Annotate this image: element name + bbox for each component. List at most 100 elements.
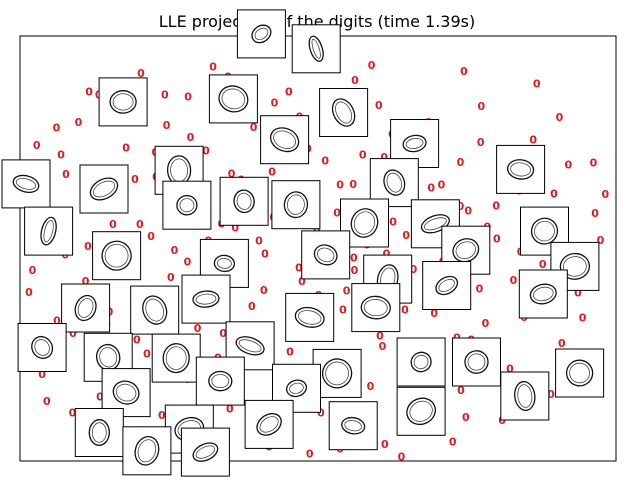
data-point: 0	[380, 151, 388, 164]
thumbnail-frame	[520, 206, 569, 256]
data-point: 0	[460, 65, 468, 78]
digit-stroke-inner	[363, 298, 388, 317]
digit-stroke-inner	[325, 361, 349, 386]
digit-stroke-inner	[211, 374, 230, 389]
data-point: 0	[96, 390, 104, 403]
digit-stroke	[565, 359, 594, 387]
data-point: 0	[321, 155, 329, 168]
data-point: 0	[43, 395, 51, 408]
data-point: 0	[255, 234, 263, 247]
digit-thumbnail	[130, 285, 180, 335]
data-point: 0	[375, 99, 383, 112]
digit-stroke	[410, 351, 432, 373]
digit-stroke-inner	[455, 241, 476, 260]
data-point: 0	[261, 248, 269, 261]
digit-thumbnail	[74, 408, 124, 457]
data-point: 0	[539, 258, 547, 271]
data-point: 0	[579, 311, 587, 324]
digit-thumbnail	[101, 368, 151, 418]
digit-stroke	[112, 380, 140, 405]
data-point: 0	[401, 303, 409, 316]
digit-thumbnail	[122, 426, 172, 476]
thumbnail-frame	[396, 337, 446, 387]
data-point: 0	[219, 327, 227, 340]
thumbnail-frame	[518, 269, 568, 319]
digit-thumbnail	[340, 198, 389, 248]
data-point: 0	[601, 188, 609, 201]
data-point: 0	[82, 275, 90, 288]
digit-thumbnail	[396, 386, 446, 436]
digit-stroke-inner	[467, 353, 486, 371]
thumbnail-frame	[496, 144, 546, 194]
data-point: 0	[228, 167, 236, 180]
data-point: 0	[564, 158, 572, 171]
digit-stroke	[402, 134, 427, 153]
digit-stroke	[514, 381, 536, 411]
digit-stroke-inner	[179, 198, 195, 213]
data-point: 0	[136, 218, 144, 231]
digit-stroke-inner	[92, 180, 116, 198]
data-point: 0	[457, 384, 465, 397]
digit-thumbnail	[195, 356, 245, 406]
digit-thumbnail	[98, 77, 148, 127]
digit-thumbnail	[17, 323, 67, 372]
data-point: 0	[25, 286, 33, 299]
digit-stroke-inner	[43, 219, 54, 243]
digit-stroke-inner	[534, 220, 555, 242]
digit-stroke-inner	[112, 93, 134, 111]
data-point: 0	[158, 409, 166, 422]
data-point: 0	[339, 303, 347, 316]
digit-stroke-inner	[438, 279, 455, 292]
digit-stroke-inner	[353, 211, 376, 235]
data-point: 0	[529, 133, 537, 146]
data-point: 0	[38, 368, 46, 381]
data-point: 0	[298, 275, 306, 288]
data-point: 0	[271, 97, 279, 110]
data-point: 0	[69, 327, 77, 340]
data-point: 0	[462, 411, 470, 424]
digit-stroke-inner	[195, 445, 216, 459]
thumbnail-frame	[396, 386, 446, 436]
thumbnail-frame	[555, 348, 605, 398]
thumbnail-frame	[122, 426, 172, 476]
digit-stroke-inner	[254, 27, 269, 41]
digit-thumbnail	[319, 88, 369, 137]
digit-stroke	[321, 358, 353, 389]
digit-thumbnail	[79, 164, 129, 214]
digit-thumbnails	[1, 9, 605, 477]
digit-thumbnail	[272, 363, 321, 413]
digit-stroke-inner	[115, 383, 137, 402]
digit-stroke	[213, 254, 236, 273]
digit-stroke	[218, 85, 249, 113]
digit-stroke-inner	[386, 172, 403, 193]
data-point: 0	[477, 136, 485, 149]
data-point: 0	[492, 200, 500, 213]
data-point: 0	[69, 407, 77, 420]
data-point: 0	[163, 119, 171, 132]
thumbnail-frame	[260, 115, 310, 165]
digit-stroke	[134, 436, 160, 466]
thumbnail-frame	[271, 180, 321, 230]
digit-thumbnail	[550, 241, 600, 291]
digit-stroke	[283, 191, 309, 219]
data-point: 0	[343, 285, 351, 298]
data-point: 0	[457, 200, 465, 213]
thumbnail-frame	[130, 285, 180, 335]
thumbnail-frame	[219, 176, 269, 226]
data-point: 0	[171, 244, 179, 257]
data-point: 0	[109, 218, 117, 231]
data-point: 0	[167, 271, 175, 284]
digit-stroke-inner	[569, 362, 590, 384]
data-point: 0	[482, 317, 490, 330]
digit-stroke-inner	[413, 354, 429, 370]
thumbnail-frame	[61, 283, 111, 333]
data-point: 0	[250, 121, 258, 134]
digit-thumbnail	[260, 115, 310, 165]
digit-thumbnail	[181, 274, 231, 324]
thumbnail-frame	[24, 206, 74, 256]
data-point: 0	[306, 447, 314, 460]
thumbnail-frame	[291, 24, 341, 74]
data-point: 0	[184, 256, 192, 269]
data-point: 0	[550, 187, 558, 200]
thumbnail-frame	[500, 371, 550, 421]
